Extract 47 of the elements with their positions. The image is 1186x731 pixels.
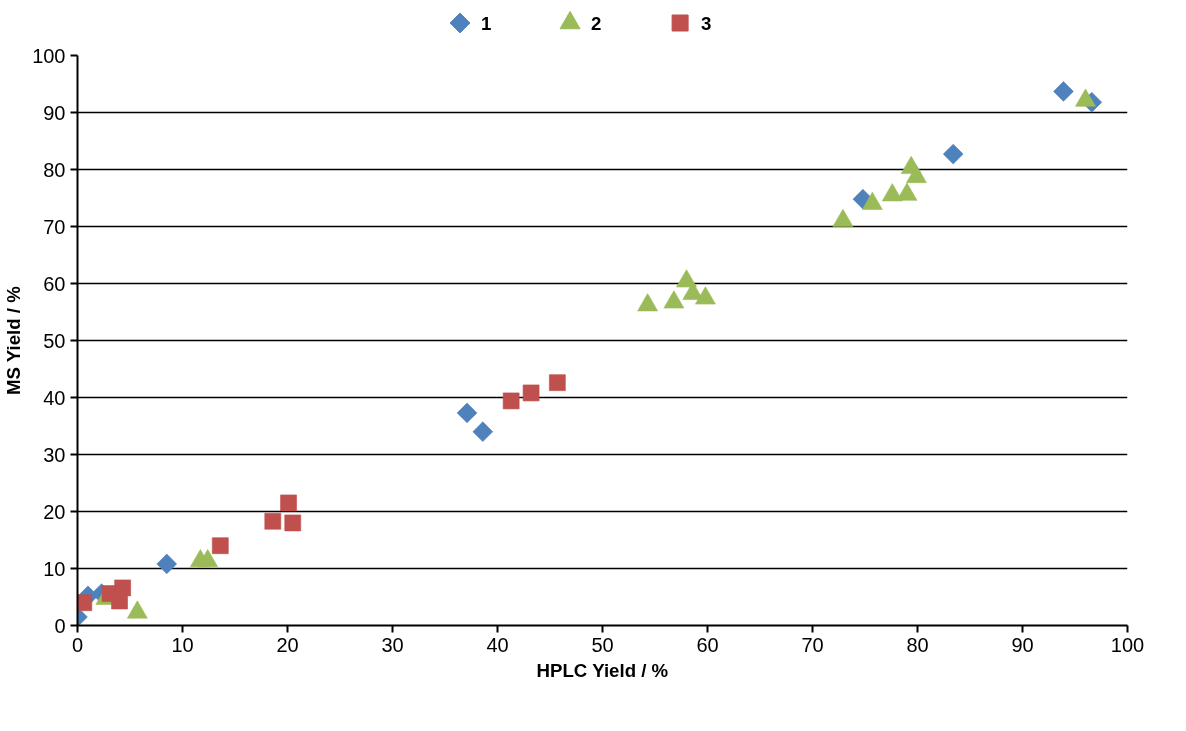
y-axis-title: MS Yield / % — [3, 285, 25, 396]
x-tick-label: 10 — [171, 633, 194, 656]
y-tick-label: 30 — [43, 443, 66, 466]
x-tick-label: 70 — [801, 633, 824, 656]
y-tick-label: 20 — [43, 500, 66, 523]
point — [280, 494, 298, 512]
x-tick-label: 0 — [71, 633, 84, 656]
legend-label: 3 — [701, 12, 712, 34]
point — [284, 514, 302, 532]
y-tick-label: 90 — [43, 101, 66, 124]
point — [502, 392, 520, 410]
point — [472, 421, 494, 443]
point — [456, 402, 478, 424]
point — [264, 512, 282, 530]
x-tick-label: 50 — [591, 633, 614, 656]
y-tick-label: 70 — [43, 215, 66, 238]
point — [663, 290, 685, 309]
x-tick-label: 20 — [276, 633, 299, 656]
point — [637, 293, 659, 312]
legend-label: 1 — [480, 12, 492, 34]
y-tick-label: 0 — [54, 614, 66, 637]
x-tick-label: 90 — [1011, 633, 1034, 656]
point — [896, 182, 918, 201]
point — [211, 537, 229, 555]
legend-label: 2 — [591, 12, 602, 34]
y-tick-label: 40 — [43, 386, 66, 409]
x-axis-title: HPLC Yield / % — [536, 659, 669, 681]
y-tick-label: 10 — [43, 557, 66, 580]
point — [1075, 88, 1096, 107]
point — [905, 164, 927, 184]
y-tick-label: 60 — [43, 272, 66, 295]
point — [861, 191, 883, 210]
point — [156, 553, 178, 575]
point — [548, 374, 566, 392]
y-tick-label: 50 — [43, 329, 66, 352]
point — [522, 384, 540, 402]
point — [114, 579, 132, 597]
x-tick-label: 80 — [906, 633, 929, 656]
point — [694, 286, 716, 305]
x-tick-label: 100 — [1110, 633, 1145, 656]
y-tick-label: 100 — [32, 44, 66, 67]
x-tick-label: 30 — [381, 633, 404, 656]
point — [832, 208, 854, 228]
x-tick-label: 60 — [696, 633, 719, 656]
y-tick-label: 80 — [43, 158, 66, 181]
x-tick-label: 40 — [486, 633, 509, 656]
point — [881, 183, 903, 202]
